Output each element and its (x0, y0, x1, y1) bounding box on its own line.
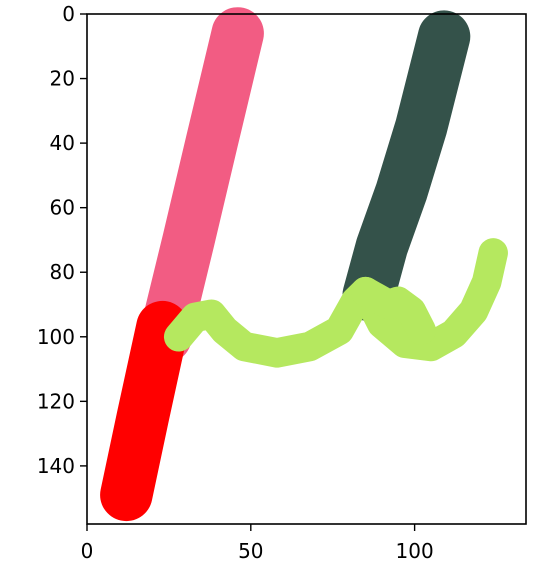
x-axis: 0 50 100 (81, 524, 434, 563)
y-tick-label: 0 (62, 2, 75, 26)
x-tick-label: 100 (396, 539, 434, 563)
y-tick-label: 60 (50, 196, 75, 220)
y-tick-label: 80 (50, 260, 75, 284)
x-tick-label: 50 (238, 539, 263, 563)
image-stroke-5 (350, 276, 436, 346)
axes-frame (86, 13, 527, 525)
image-strokes (100, 7, 508, 522)
y-axis: 0 20 40 60 80 100 120 140 (37, 2, 87, 478)
y-tick-label: 40 (50, 131, 75, 155)
y-tick-label: 120 (37, 389, 75, 413)
y-tick-label: 100 (37, 325, 75, 349)
y-tick-label: 20 (50, 67, 75, 91)
image-stroke-2 (100, 300, 189, 522)
y-tick-label: 140 (37, 454, 75, 478)
image-stroke-3 (342, 10, 471, 321)
plot-area (86, 7, 527, 525)
x-tick-label: 0 (81, 539, 94, 563)
